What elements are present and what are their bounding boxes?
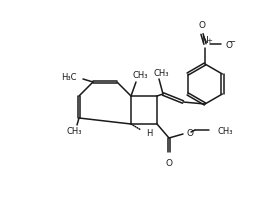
Text: H₃C: H₃C (62, 73, 77, 82)
Text: H: H (146, 128, 152, 137)
Text: CH₃: CH₃ (66, 126, 82, 135)
Text: N: N (202, 36, 208, 45)
Text: O: O (187, 129, 194, 138)
Text: CH₃: CH₃ (132, 71, 148, 80)
Text: −: − (229, 37, 235, 46)
Text: +: + (206, 38, 212, 44)
Text: CH₃: CH₃ (153, 68, 169, 77)
Text: O: O (166, 158, 172, 167)
Text: CH₃: CH₃ (218, 126, 233, 135)
Text: O: O (226, 40, 233, 49)
Text: O: O (199, 21, 205, 30)
